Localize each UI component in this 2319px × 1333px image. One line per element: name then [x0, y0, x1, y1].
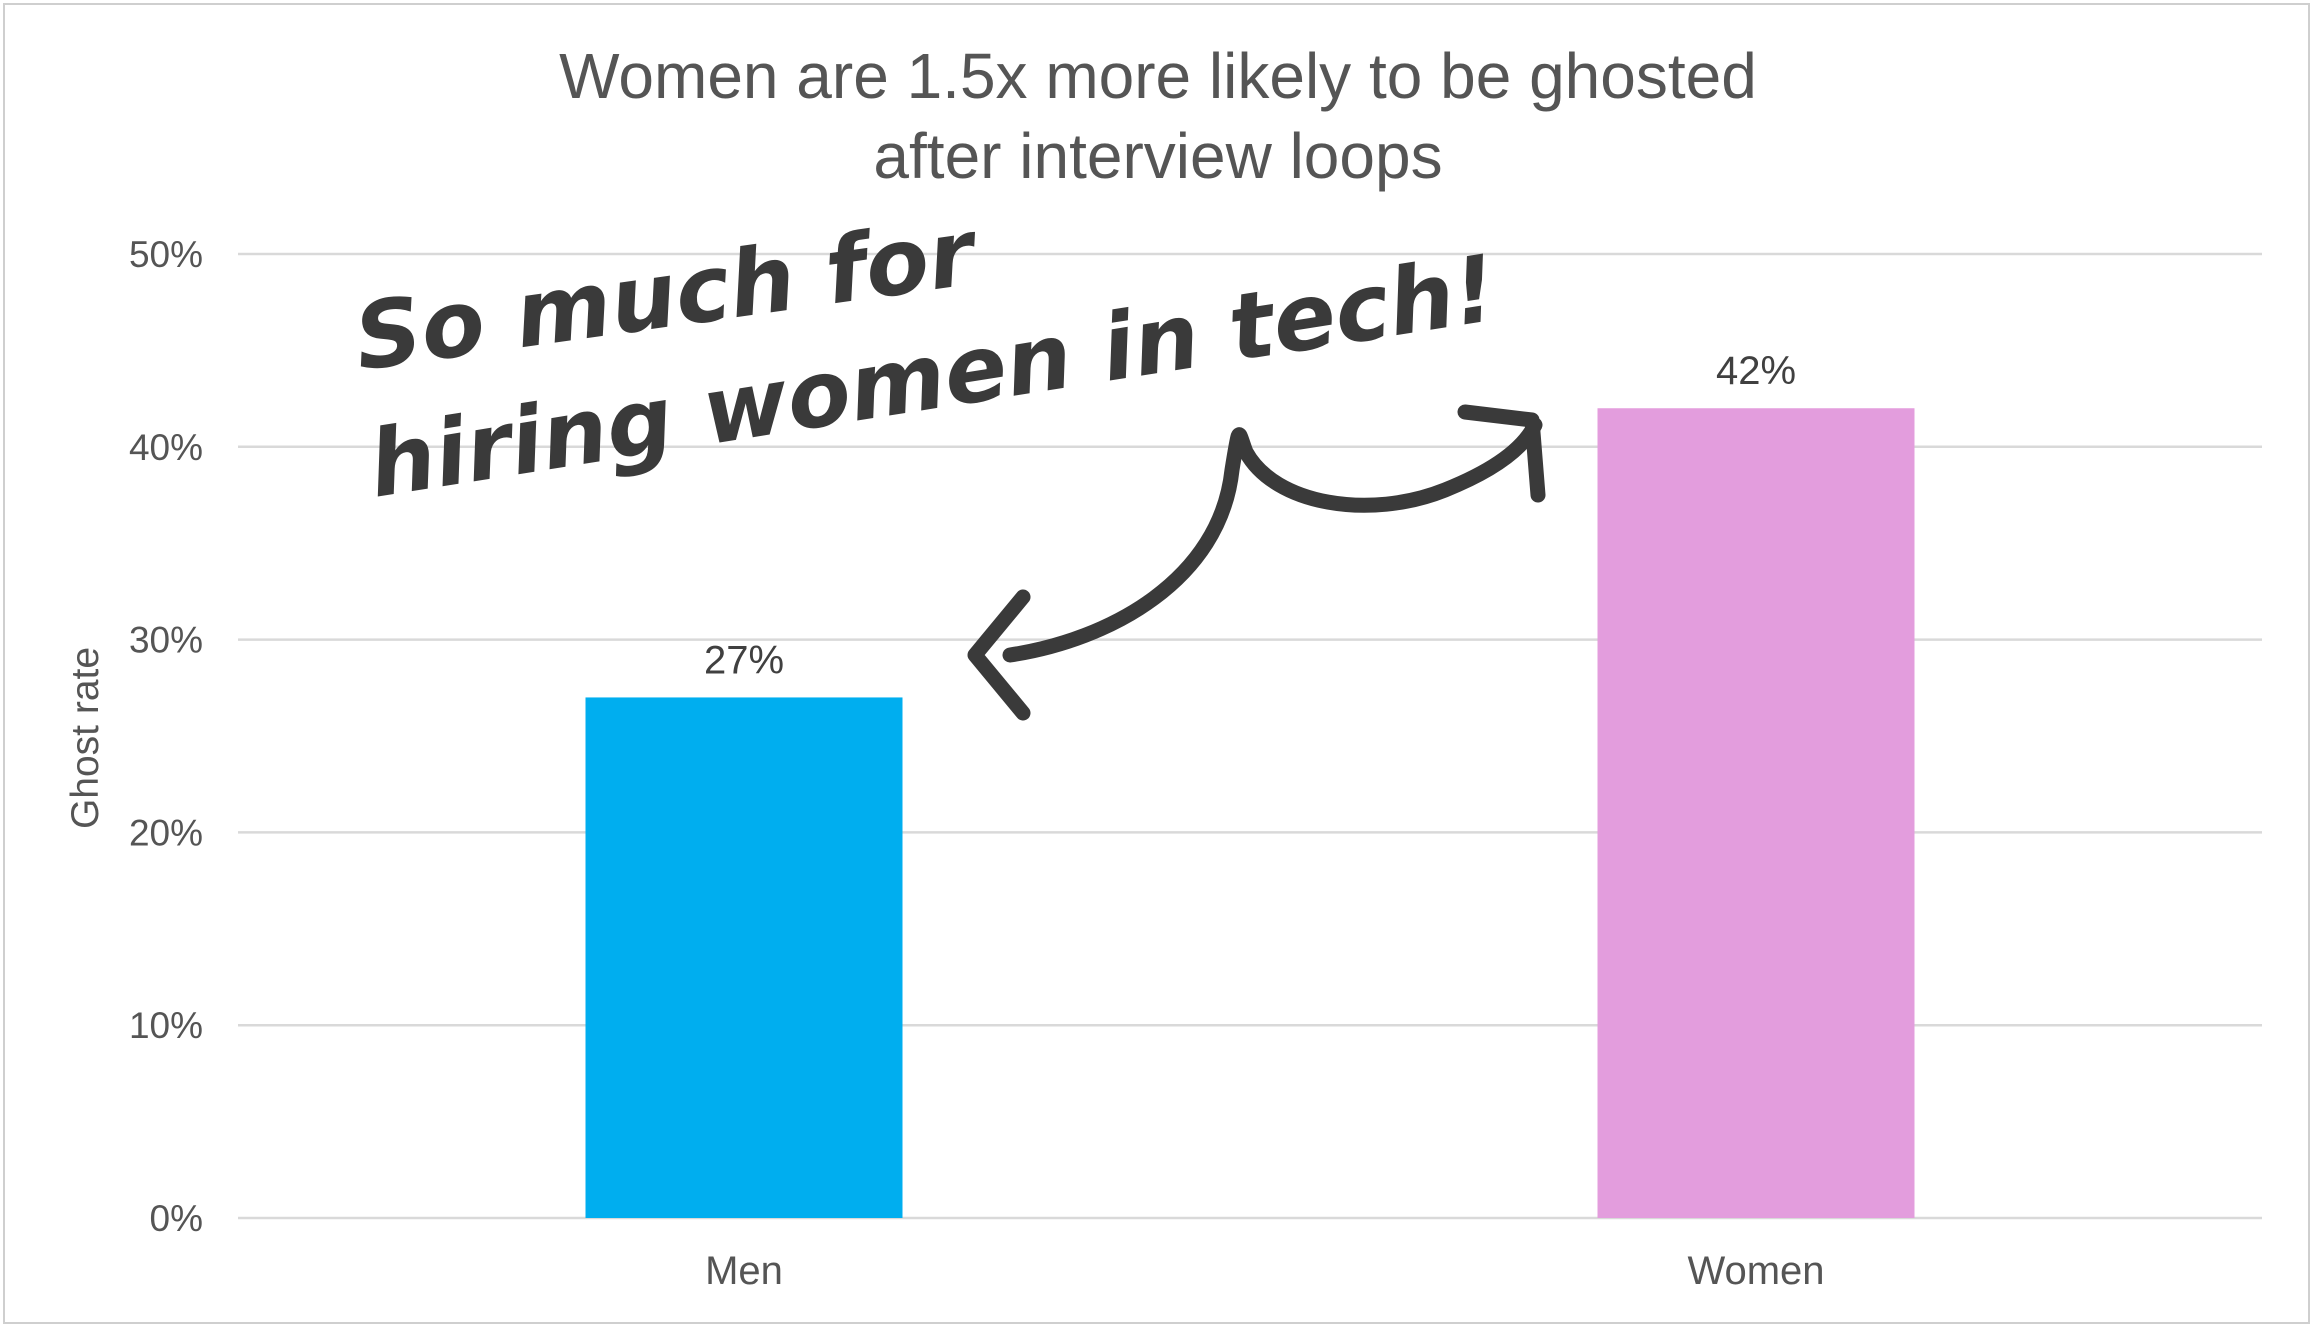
annotation-arrow-curve	[1002, 417, 1543, 663]
annotation-arrowhead-left	[967, 589, 1031, 721]
y-tick-label: 0%	[150, 1198, 203, 1239]
bar-women	[1597, 408, 1915, 1218]
y-tick-label: 50%	[129, 234, 203, 275]
chart-title-line-1: Women are 1.5x more likely to be ghosted	[559, 40, 1757, 112]
x-category-label: Women	[1687, 1249, 1824, 1293]
data-labels: 27% 42%	[704, 349, 1796, 682]
chart-title-line-2: after interview loops	[873, 120, 1442, 192]
annotation-arrowhead-right	[1457, 404, 1546, 503]
handwritten-annotation: So much for hiring women in tech!	[348, 198, 1546, 721]
y-axis-label: Ghost rate	[64, 647, 107, 829]
y-tick-label: 30%	[129, 620, 203, 661]
y-tick-label: 10%	[129, 1005, 203, 1046]
y-axis-ticks: 0% 10% 20% 30% 40% 50%	[129, 234, 203, 1239]
chart-frame	[3, 3, 2310, 1324]
x-category-label: Men	[705, 1249, 783, 1293]
y-tick-label: 40%	[129, 427, 203, 468]
data-label-men: 27%	[704, 638, 784, 682]
bar-men	[585, 697, 903, 1218]
x-axis-categories: Men Women	[705, 1249, 1824, 1293]
data-label-women: 42%	[1716, 349, 1796, 393]
bars	[585, 408, 1915, 1218]
y-tick-label: 20%	[129, 812, 203, 853]
